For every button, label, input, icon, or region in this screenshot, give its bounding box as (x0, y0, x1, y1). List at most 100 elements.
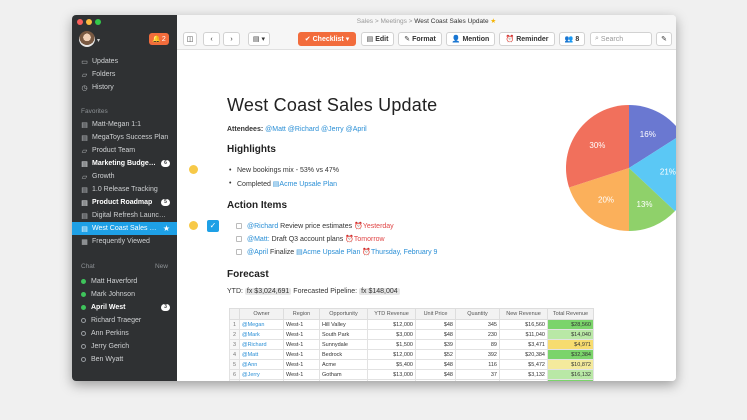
table-cell[interactable]: West-1 (283, 349, 320, 360)
table-cell[interactable]: West-1 (283, 379, 320, 381)
mention[interactable]: @April (247, 249, 269, 256)
table-cell[interactable]: 3 (229, 339, 240, 350)
table-cell[interactable]: $11,040 (499, 329, 548, 340)
mention[interactable]: @Richard (247, 223, 279, 230)
ytd-value[interactable]: fx $3,024,691 (244, 288, 292, 295)
chat-item[interactable]: Ben Wyatt (72, 353, 177, 366)
table-cell[interactable]: $65 (415, 379, 456, 381)
checklist-button[interactable]: ✔ Checklist ▾ (298, 32, 356, 46)
table-cell[interactable]: 89 (455, 339, 500, 350)
table-cell[interactable]: 116 (455, 359, 500, 370)
chat-item[interactable]: Matt Haverford (72, 275, 177, 288)
compose-button[interactable]: ✎ (656, 32, 672, 46)
edit-button[interactable]: ▤ Edit (361, 32, 394, 46)
table-cell[interactable]: $13,000 (367, 369, 416, 380)
table-cell[interactable]: @Megan (239, 319, 284, 330)
sidebar-item-updates[interactable]: ▭ Updates (72, 55, 177, 68)
table-cell[interactable]: $12,000 (367, 349, 416, 360)
table-cell[interactable]: $14,040 (547, 329, 594, 340)
zoom-window-button[interactable] (95, 19, 101, 25)
due-date[interactable]: ⏰Thursday, February 9 (362, 249, 437, 256)
sidebar-item-product-team[interactable]: ▱ Product Team (72, 144, 177, 157)
table-cell[interactable]: 1 (229, 319, 240, 330)
reminder-button[interactable]: ⏰ Reminder (499, 32, 555, 46)
minimize-window-button[interactable] (86, 19, 92, 25)
table-row[interactable]: 6 @Jerry West-1 Gotham $13,000 $48 37 $3,132 $16… (229, 369, 594, 380)
table-row[interactable]: 2 @Mark West-1 South Park $3,000 $48 230 $11,04… (229, 329, 594, 340)
table-cell[interactable]: $12,000 (367, 319, 416, 330)
table-cell[interactable]: $28,560 (547, 319, 594, 330)
search-input[interactable]: ⌕ Search (590, 32, 652, 46)
table-cell[interactable]: Gotham (319, 369, 368, 380)
table-cell[interactable]: Bedrock (319, 349, 368, 360)
table-cell[interactable]: $20,384 (499, 349, 548, 360)
chat-item[interactable]: April West 3 (72, 301, 177, 314)
mention[interactable]: @Matt: (247, 236, 270, 243)
sidebar-item-growth[interactable]: ▱ Growth (72, 170, 177, 183)
column-header[interactable]: YTD Revenue (367, 308, 416, 320)
table-row[interactable]: 4 @Matt West-1 Bedrock $12,000 $52 392 $20,384 $… (229, 349, 594, 360)
avatar[interactable] (79, 31, 95, 47)
table-cell[interactable]: West-1 (283, 339, 320, 350)
table-cell[interactable]: $4,971 (547, 339, 594, 350)
table-cell[interactable]: $48 (415, 369, 456, 380)
column-header[interactable]: Region (283, 308, 320, 320)
attendees-mentions[interactable]: @Matt @Richard @Jerry @April (265, 126, 367, 133)
forward-button[interactable]: › (223, 32, 240, 46)
chat-item[interactable]: Ann Perkins (72, 327, 177, 340)
close-window-button[interactable] (77, 19, 83, 25)
task-checkbox[interactable] (236, 236, 242, 242)
table-cell[interactable]: @Matt (239, 349, 284, 360)
table-row[interactable]: 3 @Richard West-1 Sunnydale $1,500 $39 89 $3,47… (229, 339, 594, 350)
table-cell[interactable]: $16,132 (547, 369, 594, 380)
sidebar-item-west-coast-sales[interactable]: ▤ West Coast Sales … ★ (72, 222, 177, 235)
table-cell[interactable]: 438 (455, 379, 500, 381)
task-checkbox[interactable] (236, 249, 242, 255)
table-cell[interactable]: West-1 (283, 369, 320, 380)
column-header[interactable]: New Revenue (499, 308, 548, 320)
table-cell[interactable]: $41,045 (547, 379, 594, 381)
table-cell[interactable]: $5,400 (367, 359, 416, 370)
notifications-button[interactable]: 🔔 2 (149, 33, 169, 45)
table-cell[interactable]: @April (239, 379, 284, 381)
table-cell[interactable]: @Ann (239, 359, 284, 370)
table-cell[interactable]: $48 (415, 319, 456, 330)
table-cell[interactable]: 5 (229, 359, 240, 370)
table-cell[interactable]: $48 (415, 329, 456, 340)
table-cell[interactable]: $1,500 (367, 339, 416, 350)
table-cell[interactable]: $32,384 (547, 349, 594, 360)
table-cell[interactable]: $52 (415, 349, 456, 360)
table-cell[interactable]: 345 (455, 319, 500, 330)
due-date[interactable]: ⏰Yesterday (354, 223, 394, 230)
column-header[interactable]: Owner (239, 308, 284, 320)
table-cell[interactable]: @Richard (239, 339, 284, 350)
column-header[interactable]: Quantity (455, 308, 500, 320)
table-cell[interactable]: $5,472 (499, 359, 548, 370)
table-cell[interactable]: 230 (455, 329, 500, 340)
table-cell[interactable]: Hill Valley (319, 319, 368, 330)
task-checkbox[interactable] (236, 223, 242, 229)
table-cell[interactable]: $3,471 (499, 339, 548, 350)
comment-indicator-icon[interactable] (189, 221, 198, 230)
doc-link[interactable]: ▤Acme Upsale Plan (273, 181, 337, 188)
sidebar-toggle-button[interactable]: ◫ (183, 32, 197, 46)
format-button[interactable]: ✎ Format (398, 32, 442, 46)
table-cell[interactable]: $3,000 (367, 329, 416, 340)
chat-item[interactable]: Richard Traeger (72, 314, 177, 327)
table-cell[interactable]: 7 (229, 379, 240, 381)
chat-item[interactable]: Mark Johnson (72, 288, 177, 301)
column-header[interactable] (229, 308, 240, 320)
sidebar-item-release-tracking[interactable]: ▤ 1.0 Release Tracking (72, 183, 177, 196)
members-button[interactable]: 👥 8 (559, 32, 585, 46)
table-cell[interactable]: Acme (319, 359, 368, 370)
table-cell[interactable]: West-1 (283, 359, 320, 370)
table-cell[interactable]: Sunnydale (319, 339, 368, 350)
table-cell[interactable]: West-1 (283, 319, 320, 330)
table-cell[interactable]: $28,470 (499, 379, 548, 381)
sidebar-item-marketing-budget[interactable]: ▤ Marketing Budge… 6 (72, 157, 177, 170)
new-chat-button[interactable]: New (154, 263, 168, 270)
chevron-down-icon[interactable]: ▾ (97, 38, 101, 44)
table-cell[interactable]: Pawnee (319, 379, 368, 381)
table-cell[interactable]: $39 (415, 339, 456, 350)
task-toggle-button[interactable]: ✓ (207, 220, 219, 232)
